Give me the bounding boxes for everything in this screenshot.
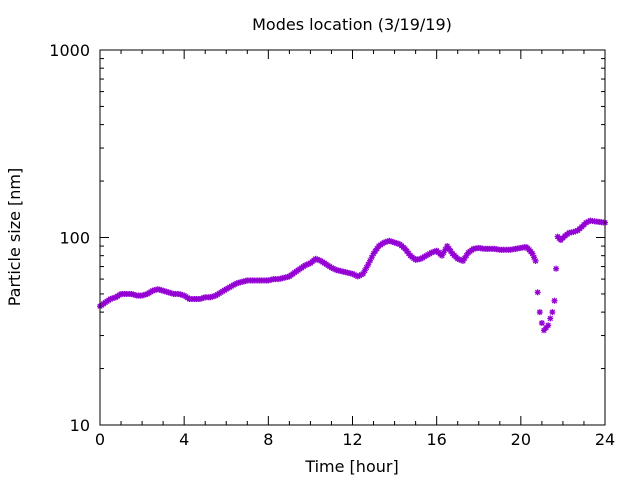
x-tick-label: 24 <box>595 430 615 449</box>
x-tick-label: 16 <box>426 430 446 449</box>
y-tick-label: 1000 <box>49 41 90 60</box>
y-tick-label: 100 <box>59 229 90 248</box>
data-point <box>461 255 468 262</box>
data-point <box>547 315 554 322</box>
y-tick-label: 10 <box>70 416 90 435</box>
x-tick-label: 4 <box>179 430 189 449</box>
x-tick-label: 0 <box>95 430 105 449</box>
data-point <box>553 265 560 272</box>
x-axis-label: Time [hour] <box>304 457 398 476</box>
data-point <box>551 297 558 304</box>
chart-title: Modes location (3/19/19) <box>252 15 452 34</box>
x-tick-label: 12 <box>342 430 362 449</box>
data-point <box>538 319 545 326</box>
x-tick-label: 8 <box>263 430 273 449</box>
data-point <box>549 309 556 316</box>
axis-ticks: 0 4 8 12 16 20 24 10 100 1000 <box>49 41 615 449</box>
data-point <box>532 257 539 264</box>
y-axis-label: Particle size [nm] <box>5 168 24 307</box>
plot-frame <box>99 49 606 426</box>
data-point <box>545 322 552 329</box>
x-tick-label: 20 <box>511 430 531 449</box>
data-points <box>97 217 608 334</box>
data-point <box>534 289 541 296</box>
data-point <box>536 309 543 316</box>
